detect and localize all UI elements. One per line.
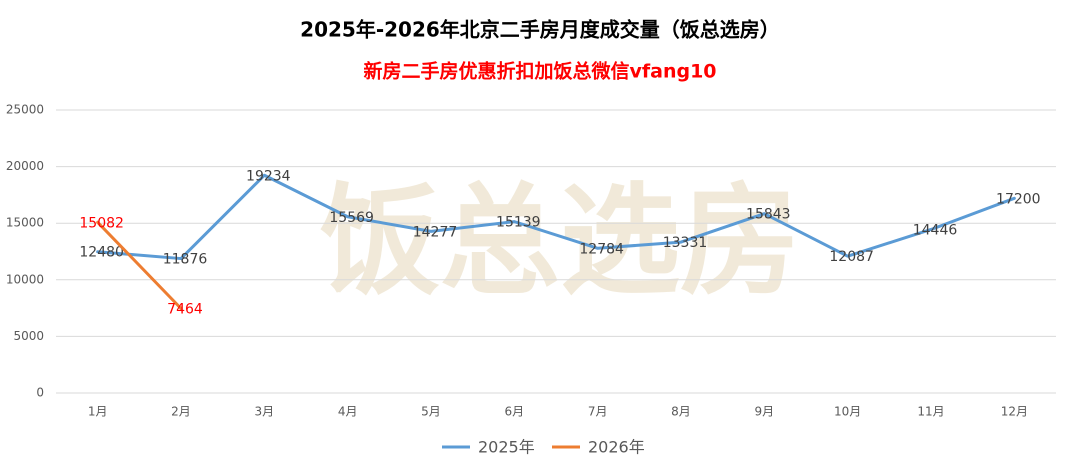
y-tick-label: 10000 <box>6 272 44 286</box>
series-line <box>96 220 183 311</box>
legend-label: 2025年 <box>478 438 535 457</box>
data-label: 13331 <box>663 235 708 251</box>
x-tick-label: 11月 <box>917 405 944 419</box>
data-label: 17200 <box>996 191 1041 207</box>
data-label: 12784 <box>579 241 624 257</box>
x-tick-label: 1月 <box>88 405 108 419</box>
series-line <box>96 173 1016 261</box>
x-tick-label: 6月 <box>505 405 525 419</box>
legend-label: 2026年 <box>588 438 645 457</box>
data-label: 12480 <box>79 245 124 261</box>
x-tick-label: 4月 <box>338 405 358 419</box>
x-tick-label: 7月 <box>588 405 608 419</box>
x-tick-label: 10月 <box>834 405 861 419</box>
chart-title: 2025年-2026年北京二手房月度成交量（饭总选房） <box>300 18 780 42</box>
x-tick-label: 9月 <box>755 405 775 419</box>
x-tick-label: 12月 <box>1001 405 1028 419</box>
data-label: 15843 <box>746 207 791 223</box>
x-tick-label: 8月 <box>671 405 691 419</box>
data-label: 14446 <box>913 222 958 238</box>
y-tick-label: 25000 <box>6 103 44 117</box>
x-tick-label: 3月 <box>255 405 275 419</box>
x-tick-label: 2月 <box>171 405 191 419</box>
y-tick-label: 20000 <box>6 159 44 173</box>
chart-subtitle: 新房二手房优惠折扣加饭总微信vfang10 <box>363 60 716 83</box>
watermark: 饭总选房 <box>320 173 800 312</box>
data-label: 15139 <box>496 215 541 231</box>
data-label: 15082 <box>79 215 124 231</box>
x-tick-label: 5月 <box>421 405 441 419</box>
data-label: 12087 <box>829 249 874 265</box>
data-label: 7464 <box>167 302 203 318</box>
data-label: 15569 <box>329 210 374 226</box>
y-tick-label: 5000 <box>13 329 44 343</box>
data-label: 19234 <box>246 168 291 184</box>
y-tick-label: 15000 <box>6 216 44 230</box>
data-label: 14277 <box>413 224 458 240</box>
y-tick-label: 0 <box>36 386 44 400</box>
data-label: 11876 <box>163 252 208 268</box>
